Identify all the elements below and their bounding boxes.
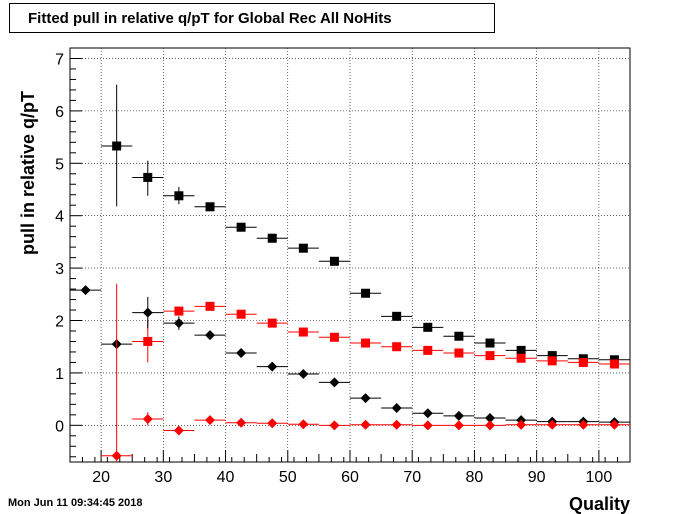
square-marker <box>174 191 184 201</box>
x-tick-label: 60 <box>341 469 359 486</box>
square-marker <box>329 256 339 266</box>
data-series <box>70 84 630 462</box>
diamond-marker <box>422 408 433 419</box>
diamond-marker <box>391 403 402 414</box>
y-tick-label: 0 <box>55 418 64 435</box>
square-marker <box>329 332 339 342</box>
diamond-marker <box>205 330 215 341</box>
x-tick-label: 80 <box>466 469 484 486</box>
y-tick-label: 1 <box>55 366 64 383</box>
diamond-marker <box>422 420 433 431</box>
square-marker <box>298 327 308 337</box>
y-tick-label: 2 <box>55 314 64 331</box>
diamond-marker <box>267 418 278 429</box>
y-tick-label: 7 <box>55 51 64 68</box>
square-marker <box>423 322 433 332</box>
square-marker <box>485 351 495 361</box>
y-tick-label: 3 <box>55 261 64 278</box>
square-marker <box>454 348 464 358</box>
square-marker <box>392 311 402 321</box>
square-marker <box>547 351 557 361</box>
diamond-marker <box>173 425 184 436</box>
diamond-marker <box>205 415 215 426</box>
y-tick-label: 6 <box>55 104 64 121</box>
square-marker <box>454 331 464 341</box>
diamond-marker <box>329 420 340 431</box>
diamond-marker <box>236 417 247 428</box>
square-marker <box>547 356 557 366</box>
square-marker <box>609 359 619 369</box>
x-axis-label: Quality <box>569 494 630 514</box>
diamond-marker <box>142 414 153 425</box>
square-marker <box>485 338 495 348</box>
square-marker <box>361 338 371 348</box>
diamond-marker <box>80 285 91 296</box>
diamond-marker <box>360 419 371 430</box>
grid <box>70 48 630 462</box>
square-marker <box>267 318 277 328</box>
diamond-marker <box>267 361 278 372</box>
square-marker <box>143 172 153 182</box>
diamond-marker <box>453 410 464 421</box>
square-marker <box>143 336 153 346</box>
y-tick-label: 5 <box>55 156 64 173</box>
square-marker <box>174 306 184 316</box>
diamond-marker <box>609 419 620 430</box>
diamond-marker <box>485 412 495 423</box>
square-marker <box>298 243 308 253</box>
x-tick-label: 100 <box>586 469 613 486</box>
diamond-marker <box>142 307 153 318</box>
diamond-marker <box>298 419 309 430</box>
diamond-marker <box>298 368 309 379</box>
square-marker <box>112 141 122 151</box>
y-tick-label: 4 <box>55 209 64 226</box>
diamond-marker <box>360 393 371 404</box>
square-marker <box>516 353 526 363</box>
diamond-marker <box>329 377 340 388</box>
square-marker <box>267 233 277 243</box>
diamond-marker <box>547 419 558 430</box>
square-marker <box>236 309 246 319</box>
diamond-marker <box>111 450 122 461</box>
square-marker <box>578 357 588 367</box>
x-tick-label: 40 <box>217 469 235 486</box>
square-marker <box>516 345 526 355</box>
diamond-marker <box>236 347 247 358</box>
square-marker <box>236 222 246 232</box>
diamond-marker <box>578 419 589 430</box>
square-marker <box>423 345 433 355</box>
x-tick-label: 50 <box>279 469 297 486</box>
x-tick-label: 90 <box>528 469 546 486</box>
y-axis-label: pull in relative q/pT <box>18 91 38 255</box>
diamond-marker <box>485 420 495 431</box>
square-marker <box>205 301 215 311</box>
square-marker <box>361 288 371 298</box>
diamond-marker <box>453 420 464 431</box>
x-tick-label: 20 <box>92 469 110 486</box>
chart-title: Fitted pull in relative q/pT for Global … <box>9 3 495 33</box>
square-marker <box>205 202 215 212</box>
x-tick-label: 70 <box>403 469 421 486</box>
square-marker <box>392 342 402 352</box>
diamond-marker <box>516 419 527 430</box>
axis-ticks: 20 30 40 50 60 70 80 90 100 0 1 2 3 4 5 6 7 <box>55 51 631 486</box>
timestamp: Mon Jun 11 09:34:45 2018 <box>8 497 143 509</box>
diamond-marker <box>391 419 402 430</box>
diamond-marker <box>173 318 184 329</box>
x-tick-label: 30 <box>154 469 172 486</box>
